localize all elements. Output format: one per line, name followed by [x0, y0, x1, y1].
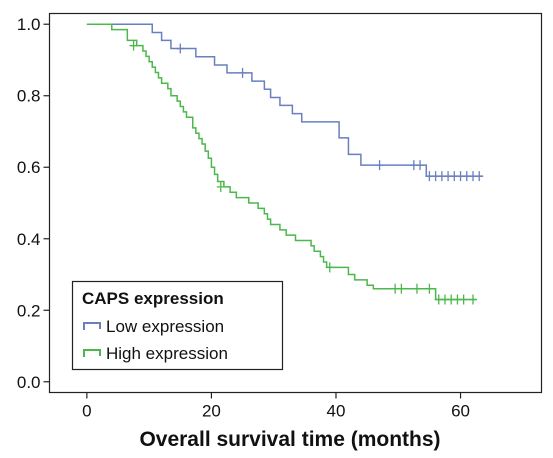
censor-mark-low-expression	[238, 67, 247, 78]
censor-mark-low-expression	[375, 160, 384, 171]
y-tick-label: 0.4	[17, 230, 41, 249]
x-tick-label: 60	[451, 402, 470, 421]
censor-mark-high-expression	[468, 294, 477, 305]
y-tick-label: 0.8	[17, 87, 41, 106]
legend-swatch-high-expression	[83, 349, 101, 357]
legend-label-low-expression: Low expression	[106, 317, 224, 336]
x-axis: 0 20 40 60	[82, 392, 470, 421]
x-tick-label: 0	[82, 402, 91, 421]
censor-mark-low-expression	[416, 160, 425, 171]
x-axis-title: Overall survival time (months)	[139, 428, 440, 451]
censor-mark-low-expression	[176, 43, 185, 54]
legend-swatch-low-expression	[83, 322, 101, 330]
y-tick-label: 0.6	[17, 158, 41, 177]
legend: CAPS expression Low expression High expr…	[71, 280, 284, 371]
censor-mark-high-expression	[459, 294, 468, 305]
survival-curve-low-expression	[86, 23, 483, 177]
series-layer	[86, 23, 484, 305]
y-tick-label: 1.0	[17, 15, 41, 34]
censor-mark-high-expression	[397, 283, 406, 294]
y-axis: 0.0 0.2 0.4 0.6 0.8 1.0	[17, 15, 50, 392]
censor-mark-low-expression	[475, 171, 484, 182]
legend-box	[71, 280, 284, 371]
legend-title: CAPS expression	[82, 289, 224, 308]
y-tick-label: 0.2	[17, 301, 41, 320]
censor-mark-high-expression	[412, 283, 421, 294]
censor-mark-high-expression	[325, 262, 334, 273]
censor-mark-high-expression	[425, 283, 434, 294]
legend-label-high-expression: High expression	[106, 344, 228, 363]
x-tick-label: 20	[202, 402, 221, 421]
censor-mark-high-expression	[216, 181, 225, 192]
y-tick-label: 0.0	[17, 373, 41, 392]
x-tick-label: 40	[327, 402, 346, 421]
survival-curve-high-expression	[86, 23, 477, 301]
censor-mark-high-expression	[129, 40, 138, 51]
